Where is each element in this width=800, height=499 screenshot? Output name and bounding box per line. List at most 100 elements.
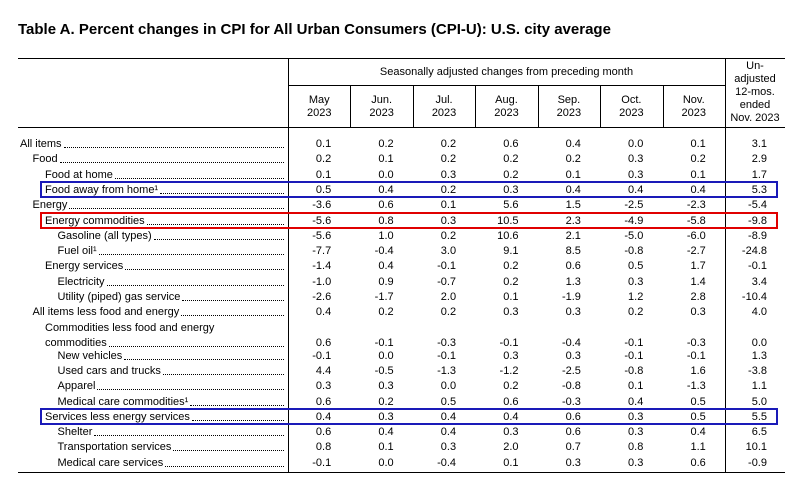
row-label-text: Shelter bbox=[57, 426, 93, 439]
row-label-text: Commodities less food and energy bbox=[45, 321, 215, 334]
row-label-text: Transportation services bbox=[57, 441, 172, 454]
cell-value: 0.4 bbox=[378, 426, 394, 439]
cell-value: -4.9 bbox=[624, 214, 644, 227]
leader-dots bbox=[153, 238, 284, 240]
column-header: May bbox=[308, 94, 330, 106]
cell-value: 0.4 bbox=[378, 183, 394, 196]
highlight-box bbox=[40, 211, 778, 229]
row-label-text: Apparel bbox=[57, 380, 96, 393]
cell-value: -0.4 bbox=[561, 336, 581, 349]
row-label-text: Energy services bbox=[45, 260, 124, 273]
row-label-text: Food at home bbox=[45, 168, 113, 181]
cell-value: 0.1 bbox=[378, 441, 394, 454]
cell-value: 0.3 bbox=[378, 410, 394, 423]
cell-value: 0.4 bbox=[565, 138, 581, 150]
row-label: Energy commodities bbox=[45, 215, 286, 227]
row-label: Medical care commodities¹ bbox=[58, 396, 287, 408]
row-label: New vehicles bbox=[58, 350, 287, 362]
cell-value: 0.4 bbox=[628, 183, 644, 196]
column-header: 2023 bbox=[619, 107, 644, 119]
leader-dots bbox=[191, 419, 284, 421]
leader-dots bbox=[69, 208, 284, 210]
cell-value: 2.9 bbox=[751, 153, 767, 166]
leader-dots bbox=[146, 223, 284, 225]
cell-value: 0.3 bbox=[440, 214, 457, 227]
row-label: Food at home bbox=[45, 169, 286, 181]
cell-value: 8.5 bbox=[565, 245, 581, 258]
rule bbox=[412, 85, 414, 127]
leader-dots bbox=[59, 162, 284, 164]
leader-dots bbox=[124, 358, 284, 360]
cell-value: 9.1 bbox=[503, 245, 519, 258]
cell-value: -1.2 bbox=[499, 364, 519, 377]
column-header: Sep. bbox=[557, 94, 581, 106]
rule bbox=[288, 85, 725, 86]
cell-value: 0.3 bbox=[690, 306, 706, 319]
row-label: Utility (piped) gas service bbox=[58, 291, 287, 303]
cell-value: 4.0 bbox=[751, 306, 767, 319]
row-label: Commodities less food and energy bbox=[45, 322, 214, 334]
cell-value: 0.6 bbox=[565, 426, 581, 439]
cell-value: 0.2 bbox=[440, 229, 457, 242]
cell-value: -0.1 bbox=[624, 336, 644, 349]
cell-value: -2.6 bbox=[312, 291, 332, 303]
cell-value: 0.2 bbox=[503, 275, 519, 288]
row-label: Energy bbox=[33, 199, 287, 211]
cell-value: 2.3 bbox=[565, 214, 581, 227]
cell-value: 0.6 bbox=[690, 456, 706, 469]
column-header: 2023 bbox=[306, 107, 332, 119]
cell-value: -0.1 bbox=[748, 260, 767, 273]
row-label-text: Used cars and trucks bbox=[57, 364, 161, 377]
cell-value: 0.1 bbox=[503, 291, 519, 303]
cell-value: -0.1 bbox=[437, 349, 457, 362]
rule bbox=[537, 85, 539, 127]
cell-value: 0.3 bbox=[503, 426, 519, 439]
cell-value: 0.1 bbox=[565, 168, 581, 181]
leader-dots bbox=[190, 404, 284, 406]
cell-value: 0.2 bbox=[628, 306, 644, 319]
cell-value: 0.6 bbox=[503, 138, 519, 150]
cell-value: 3.4 bbox=[751, 275, 767, 288]
cell-value: 0.2 bbox=[503, 260, 519, 273]
cell-value: 0.1 bbox=[440, 199, 457, 212]
cell-value: -1.0 bbox=[312, 275, 332, 288]
cell-value: 0.4 bbox=[378, 260, 394, 273]
cell-value: 0.4 bbox=[440, 410, 457, 423]
cell-value: 0.2 bbox=[440, 153, 457, 166]
cell-value: 0.2 bbox=[503, 380, 519, 393]
column-header: 2023 bbox=[431, 107, 457, 119]
cell-value: -0.8 bbox=[624, 245, 644, 258]
cell-value: -7.7 bbox=[312, 245, 332, 258]
cell-value: 0.2 bbox=[565, 153, 581, 166]
cell-value: 0.4 bbox=[690, 183, 706, 196]
leader-dots bbox=[98, 254, 284, 256]
row-label: Medical care services bbox=[58, 457, 287, 469]
cell-value: 0.3 bbox=[503, 183, 519, 196]
cell-value: 10.5 bbox=[497, 214, 519, 227]
cell-value: 0.2 bbox=[503, 153, 519, 166]
cell-value: -5.0 bbox=[624, 229, 644, 242]
cell-value: 0.3 bbox=[628, 153, 644, 166]
row-label-text: Gasoline (all types) bbox=[57, 229, 152, 242]
cell-value: 0.5 bbox=[440, 395, 457, 408]
cell-value: 1.7 bbox=[751, 168, 767, 181]
cell-value: -0.1 bbox=[499, 336, 519, 349]
cell-value: 0.3 bbox=[565, 349, 581, 362]
cell-value: 0.3 bbox=[440, 168, 457, 181]
cell-value: 0.4 bbox=[628, 395, 644, 408]
cell-value: 0.3 bbox=[503, 349, 519, 362]
cell-value: -5.8 bbox=[686, 214, 706, 227]
cell-value: 0.2 bbox=[378, 306, 394, 319]
row-label: Shelter bbox=[58, 426, 287, 438]
cell-value: -0.1 bbox=[437, 260, 457, 273]
cell-value: -1.7 bbox=[374, 291, 394, 303]
cell-value: 0.3 bbox=[565, 306, 581, 319]
cell-value: 0.1 bbox=[378, 153, 394, 166]
cell-value: -0.1 bbox=[624, 349, 644, 362]
cell-value: 0.6 bbox=[565, 260, 581, 273]
cell-value: 1.5 bbox=[565, 199, 581, 212]
column-header: Un- bbox=[746, 60, 764, 72]
cell-value: 0.3 bbox=[628, 168, 644, 181]
column-header: Jul. bbox=[435, 94, 453, 106]
